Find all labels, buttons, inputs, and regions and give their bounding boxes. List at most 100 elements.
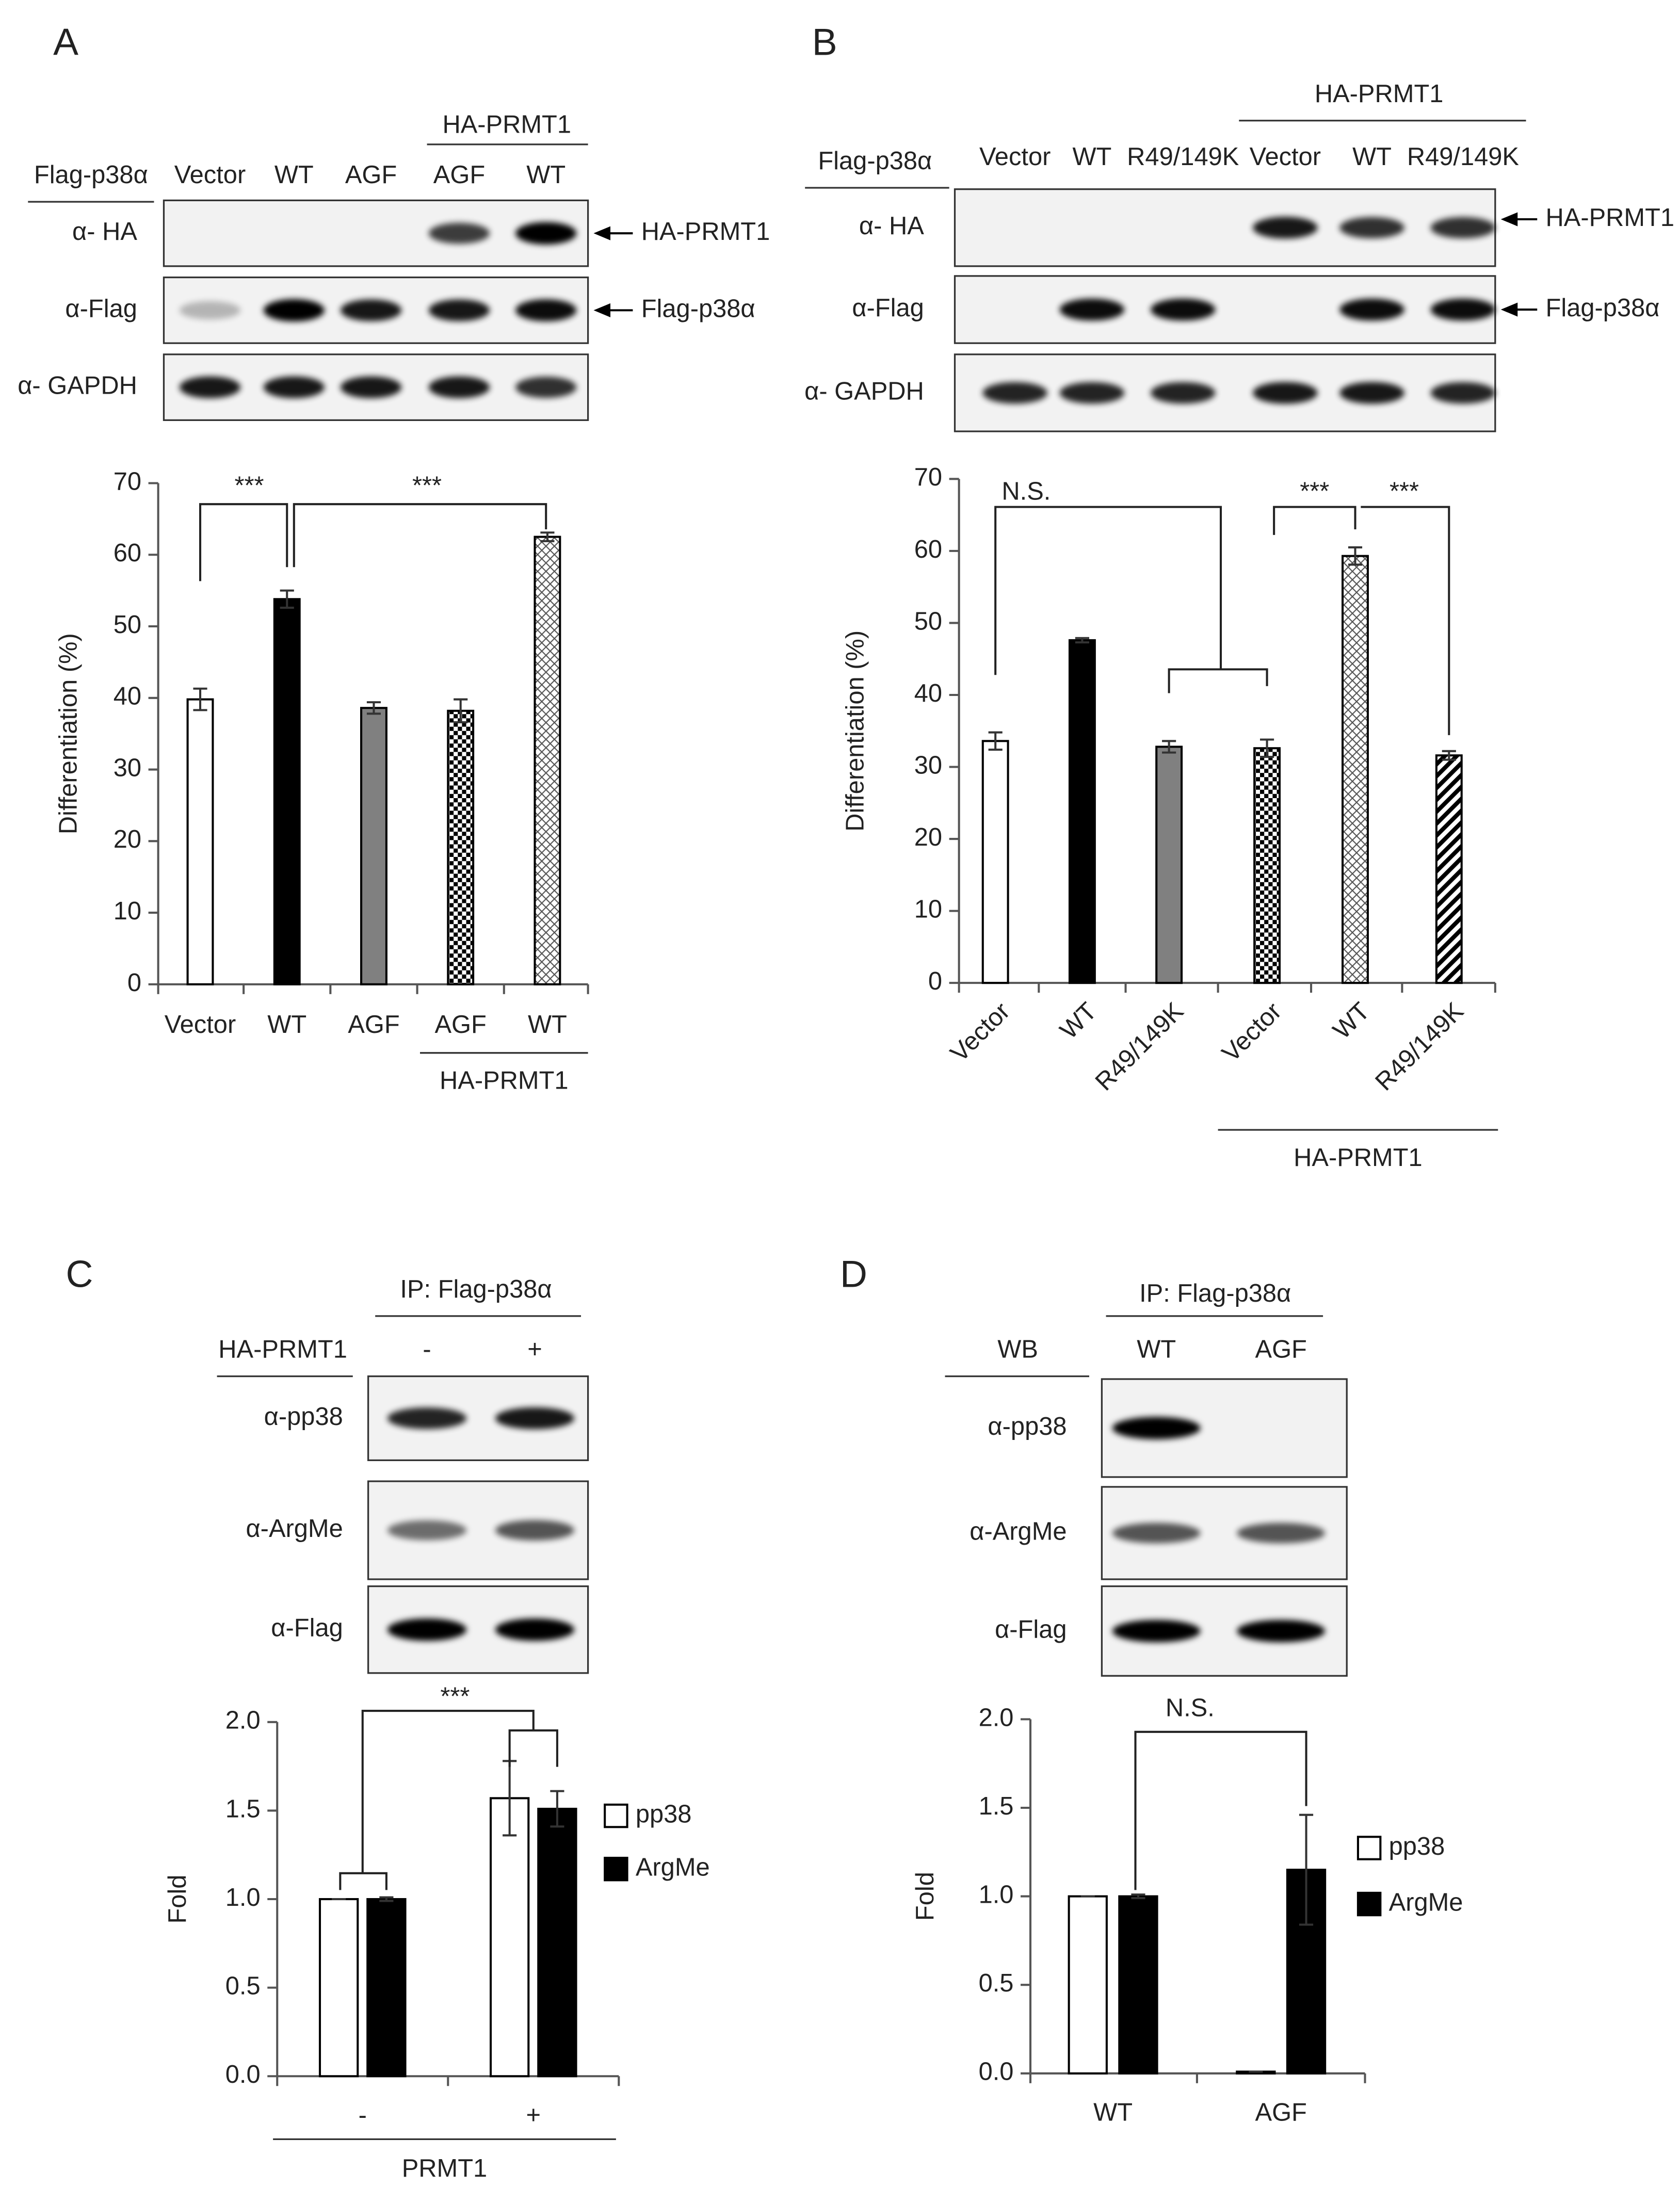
x-tick-label: AGF — [434, 1011, 486, 1039]
legend-swatch — [1356, 1891, 1382, 1917]
annotation: *** — [412, 472, 442, 500]
blot-row-label: α-Flag — [65, 295, 137, 322]
error-bar — [540, 531, 555, 542]
annotation: *** — [1300, 477, 1329, 505]
lane-label: Vector — [174, 161, 246, 189]
blot-band — [495, 1520, 575, 1541]
significance-bracket — [293, 503, 547, 568]
blot-band — [495, 1618, 575, 1641]
lane-label: AGF — [433, 161, 485, 189]
blot-band — [1339, 298, 1404, 321]
blot-band — [1059, 382, 1125, 404]
blot-row-label: α-Flag — [271, 1614, 343, 1642]
blot-band — [340, 376, 402, 398]
error-bar — [988, 731, 1003, 751]
y-axis-label: Differentiation (%) — [841, 630, 869, 832]
legend-swatch — [604, 1803, 628, 1828]
blot-panel — [954, 188, 1496, 267]
error-bar — [1260, 738, 1274, 758]
blot-band — [1339, 217, 1404, 238]
blot-band — [340, 299, 402, 321]
blot-band — [1252, 217, 1318, 239]
y-tick-label: 0.5 — [979, 1969, 1014, 1997]
blot-band — [428, 299, 490, 321]
lane-group-label: HA-PRMT1 — [442, 110, 571, 138]
y-tick-label: 50 — [114, 611, 141, 639]
arrow-label: Flag-p38α — [1546, 294, 1660, 322]
arrow-head — [593, 303, 611, 317]
y-tick-label: 1.5 — [225, 1795, 261, 1823]
blot-band — [1150, 382, 1216, 404]
y-axis-label: Fold — [911, 1872, 939, 1921]
blot-band — [1339, 382, 1404, 404]
x-tick-label: WT — [267, 1011, 306, 1039]
bar — [489, 1797, 530, 2078]
legend-swatch — [1356, 1836, 1382, 1860]
arrow-label: HA-PRMT1 — [1546, 204, 1675, 232]
y-tick-label: 2.0 — [225, 1707, 261, 1735]
annotation: *** — [1390, 477, 1419, 505]
bar — [318, 1898, 359, 2078]
y-tick-label: 50 — [914, 607, 942, 635]
error-bar — [1442, 750, 1456, 761]
annotation: *** — [234, 472, 264, 500]
blot-band — [1112, 1522, 1201, 1544]
group-label: HA-PRMT1 — [1294, 1144, 1423, 1172]
y-tick-label: 30 — [914, 751, 942, 779]
blot-band — [1430, 217, 1496, 238]
arrow-label: HA-PRMT1 — [641, 218, 770, 246]
y-tick-label: 1.0 — [979, 1881, 1014, 1909]
x-axis-label: PRMT1 — [402, 2154, 488, 2182]
blot-band — [1112, 1619, 1201, 1643]
significance-bracket — [339, 1710, 558, 1890]
blot-band — [428, 376, 490, 398]
bar — [1253, 747, 1281, 984]
legend-label: pp38 — [636, 1800, 692, 1828]
blot-band — [428, 222, 490, 244]
blot-band — [1430, 382, 1496, 404]
lane-label: + — [527, 1336, 542, 1364]
y-tick-label: 70 — [114, 467, 141, 495]
blot-row-label: α- HA — [72, 218, 137, 246]
blot-row-label: α-pp38 — [264, 1403, 343, 1431]
annotation: N.S. — [1166, 1694, 1215, 1722]
blot-corner-label: HA-PRMT1 — [218, 1336, 347, 1364]
blot-band — [179, 376, 241, 398]
error-bar — [193, 687, 207, 711]
error-bar — [1299, 1813, 1314, 1926]
bar — [534, 536, 561, 985]
arrow-label: Flag-p38α — [641, 295, 755, 322]
legend-swatch — [604, 1856, 628, 1882]
y-tick-label: 1.5 — [979, 1792, 1014, 1820]
x-tick-label: R49/149K — [1370, 997, 1469, 1096]
x-tick-label: WT — [1328, 997, 1375, 1045]
blot-row-label: α- HA — [859, 212, 924, 240]
blot-band — [1252, 382, 1318, 404]
blot-band — [1112, 1417, 1201, 1439]
bar — [537, 1807, 577, 2078]
blot-corner-label: Flag-p38α — [34, 161, 148, 189]
significance-bracket — [994, 506, 1268, 693]
y-tick-label: 20 — [914, 823, 942, 851]
y-tick-label: 30 — [114, 754, 141, 782]
error-bar — [280, 589, 294, 609]
error-bar — [1075, 637, 1089, 644]
lane-label: WT — [1072, 143, 1111, 171]
x-tick-label: - — [359, 2101, 367, 2129]
x-tick-label: + — [526, 2101, 541, 2129]
blot-row-label: α- GAPDH — [804, 377, 924, 405]
lane-label: Vector — [979, 143, 1051, 171]
y-tick-label: 10 — [914, 896, 942, 924]
y-tick-label: 1.0 — [225, 1884, 261, 1911]
lane-label: - — [423, 1336, 431, 1364]
arrow-head — [593, 226, 611, 240]
error-bar — [379, 1896, 394, 1902]
bar — [273, 598, 301, 985]
blot-band — [1237, 1522, 1326, 1544]
blot-row-label: α-pp38 — [988, 1413, 1067, 1440]
legend-label: ArgMe — [636, 1854, 710, 1882]
annotation: N.S. — [1001, 477, 1051, 505]
blot-band — [387, 1618, 467, 1641]
significance-bracket — [1361, 506, 1450, 735]
